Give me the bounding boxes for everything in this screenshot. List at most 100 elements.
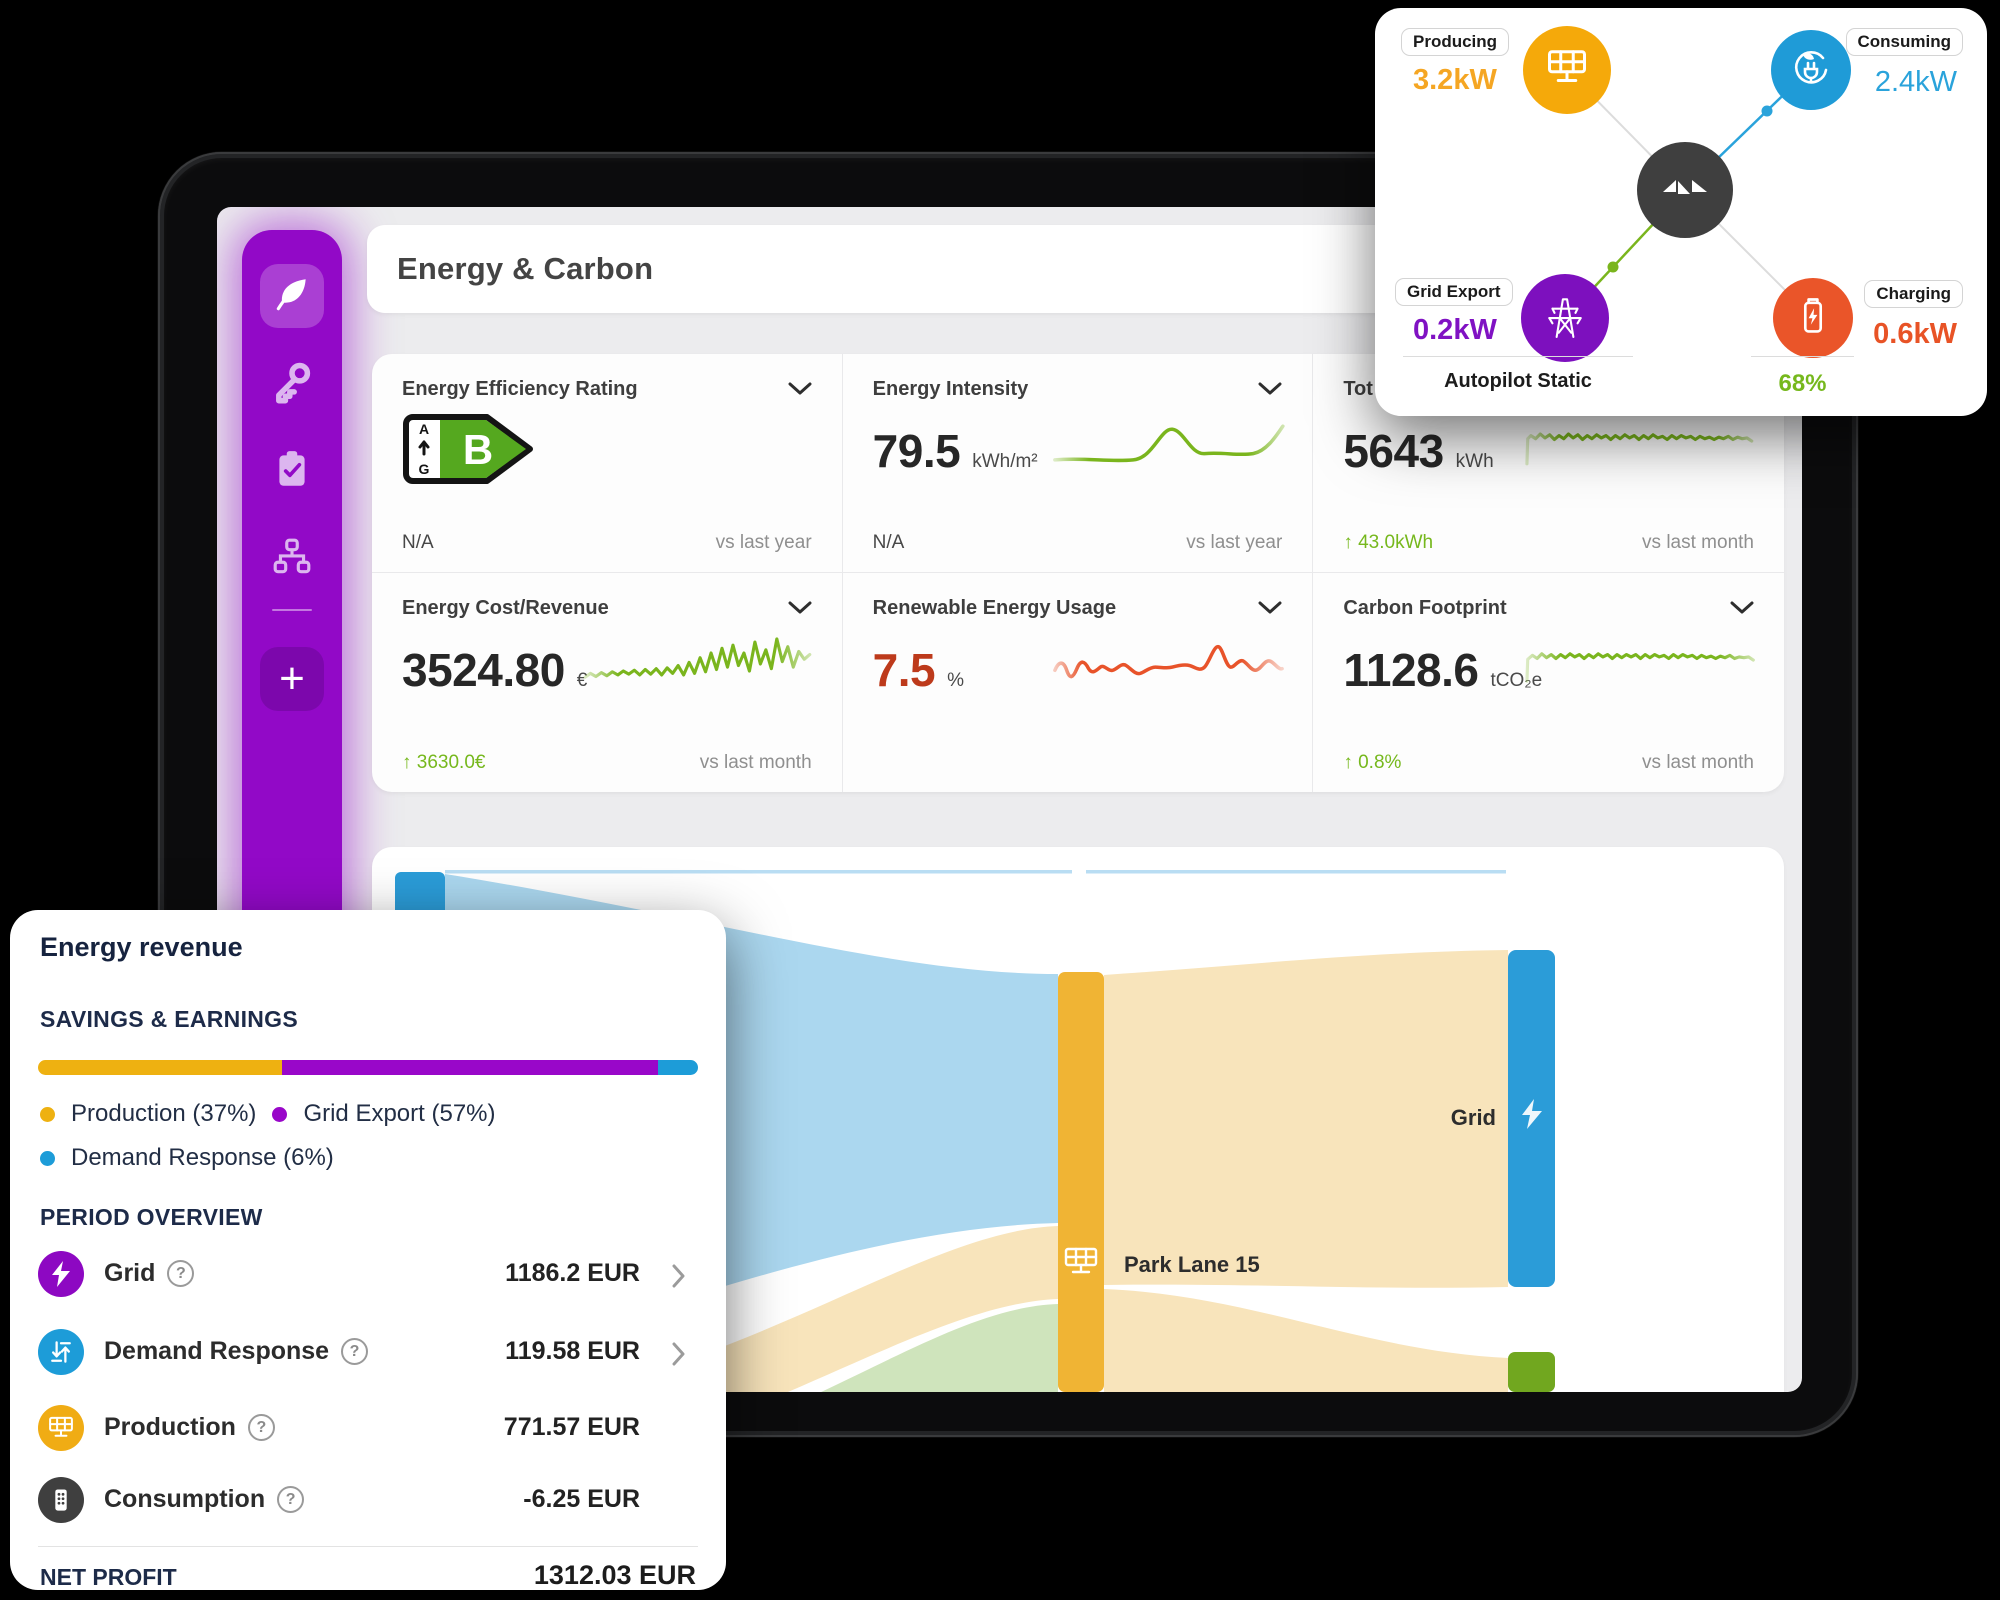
sidebar-item-network[interactable]: [269, 536, 315, 582]
consuming-node[interactable]: [1771, 30, 1851, 110]
divider: [38, 1546, 698, 1547]
kpi-carbon-footprint: Carbon Footprint 1128.6 tCO₂e ↑ 0.8% vs …: [1313, 573, 1784, 792]
kpi-energy-intensity: Energy Intensity 79.5 kWh/m²: [842, 354, 1314, 573]
row-value: 119.58 EUR: [505, 1337, 640, 1365]
flow-dot-blue: [1761, 105, 1773, 117]
svg-text:B: B: [463, 426, 493, 473]
sankey-grid-label: Grid: [1451, 1105, 1496, 1130]
kpi-unit: kWh/m²: [972, 451, 1038, 472]
consuming-value: 2.4kW: [1874, 66, 1957, 98]
period-row-consumption[interactable]: Consumption -6.25 EUR: [38, 1472, 698, 1530]
help-icon[interactable]: [277, 1486, 305, 1513]
row-value: 771.57 EUR: [503, 1413, 640, 1441]
charging-node[interactable]: [1773, 278, 1853, 358]
legend-label: Production (37%): [71, 1100, 257, 1127]
battery-percent-value: 68%: [1778, 370, 1827, 397]
sankey-thin-flow: [445, 870, 1072, 874]
plus-icon: [279, 657, 305, 701]
brand-logo-icon: [1659, 170, 1711, 211]
producing-node[interactable]: [1523, 26, 1611, 114]
sankey-flow-in-green: [432, 1304, 1058, 1392]
legend-dot-demand-response: [40, 1150, 55, 1166]
battery-charging-icon: [1793, 294, 1833, 343]
consumption-icon: [38, 1477, 84, 1523]
kpi-unit: €: [576, 670, 588, 691]
period-row-demand-response[interactable]: Demand Response 119.58 EUR: [38, 1324, 698, 1382]
chevron-down-icon[interactable]: [1258, 382, 1282, 400]
help-icon[interactable]: [167, 1260, 195, 1287]
battery-percent: 68%: [1751, 356, 1854, 398]
net-profit-value: 1312.03 EUR: [533, 1560, 696, 1590]
revenue-card-title: Energy revenue: [40, 932, 243, 962]
sankey-flow-in-orange: [578, 1226, 1058, 1392]
sparkline-green-noisy: [583, 637, 811, 679]
legend-row-1: Production (37%) Grid Export (57%): [40, 1100, 496, 1128]
help-icon[interactable]: [341, 1338, 369, 1365]
consuming-badge: Consuming: [1845, 28, 1963, 56]
sparkline-red: [1053, 644, 1285, 679]
grid-export-value: 0.2kW: [1413, 314, 1497, 346]
solar-panel-icon: [1064, 1247, 1098, 1274]
legend-row-2: Demand Response (6%): [40, 1144, 334, 1172]
page-title: Energy & Carbon: [397, 251, 654, 286]
legend-grid-export: Grid Export (57%): [272, 1100, 496, 1128]
kpi-title: Tot: [1343, 378, 1373, 400]
savings-earnings-heading: SAVINGS & EARNINGS: [40, 1006, 299, 1032]
producing-badge: Producing: [1401, 28, 1510, 56]
help-icon[interactable]: [247, 1414, 275, 1441]
sankey-flow-down: [1104, 1289, 1508, 1392]
period-row-grid[interactable]: Grid 1186.2 EUR: [38, 1246, 698, 1304]
chevron-down-icon[interactable]: [1258, 601, 1282, 619]
kpi-value: 7.5: [872, 644, 936, 696]
sankey-building-label: Park Lane 15: [1124, 1252, 1260, 1277]
grid-export-node[interactable]: [1521, 274, 1609, 362]
sankey-node-building: [1058, 972, 1104, 1392]
kpi-unit: %: [947, 670, 965, 691]
kpi-title: Energy Intensity: [872, 378, 1029, 400]
kpi-value: 1128.6: [1343, 644, 1479, 696]
svg-text:A: A: [419, 421, 429, 437]
kpi-foot-right: vs last year: [715, 532, 812, 553]
kpi-delta: ↑ 3630.0€: [402, 752, 486, 773]
net-profit-label: NET PROFIT: [40, 1564, 177, 1590]
leaf-icon: [271, 273, 313, 320]
grid-export-badge: Grid Export: [1395, 278, 1513, 306]
add-button[interactable]: [260, 647, 324, 711]
bar-segment-demand-response: [658, 1060, 698, 1075]
period-row-production[interactable]: Production 771.57 EUR: [38, 1400, 698, 1458]
kpi-title: Renewable Energy Usage: [872, 597, 1117, 619]
grid-icon: [38, 1251, 84, 1297]
chevron-right-icon: [672, 1342, 686, 1371]
kpi-unit: kWh: [1455, 451, 1494, 472]
transmission-tower-icon: [1542, 293, 1588, 344]
row-value: -6.25 EUR: [523, 1485, 640, 1513]
bar-segment-grid-export: [282, 1060, 659, 1075]
legend-dot-production: [40, 1106, 55, 1122]
chevron-down-icon[interactable]: [1730, 601, 1754, 619]
chevron-down-icon[interactable]: [788, 382, 812, 400]
row-label: Demand Response: [104, 1337, 330, 1365]
hub-node[interactable]: [1637, 142, 1733, 238]
production-icon: [38, 1405, 84, 1451]
divider: [1751, 356, 1854, 357]
kpi-foot-left: N/A: [872, 532, 905, 553]
charging-badge: Charging: [1864, 280, 1963, 308]
sankey-node-green: [1508, 1352, 1555, 1392]
sidebar-item-key[interactable]: [269, 361, 315, 407]
bar-segment-production: [38, 1060, 283, 1075]
divider: [1403, 356, 1633, 357]
row-label: Production: [104, 1413, 236, 1441]
kpi-delta: ↑ 0.8%: [1343, 752, 1402, 773]
chevron-down-icon[interactable]: [788, 601, 812, 619]
sidebar-item-tasks[interactable]: [269, 448, 315, 494]
kpi-unit: tCO₂e: [1490, 670, 1543, 691]
eco-plug-icon: [1789, 46, 1833, 95]
sidebar-divider: [272, 609, 312, 611]
kpi-total-energy: Tot 5643 kWh ↑ 43.0kWh vs last month: [1313, 354, 1784, 573]
kpi-title: Energy Cost/Revenue: [402, 597, 609, 619]
row-label: Consumption: [104, 1485, 266, 1513]
sparkline-green: [1053, 424, 1285, 463]
sidebar-item-energy[interactable]: [260, 264, 324, 328]
live-energy-flow-card: Producing 3.2kW Consuming 2.4kW: [1375, 8, 1987, 416]
